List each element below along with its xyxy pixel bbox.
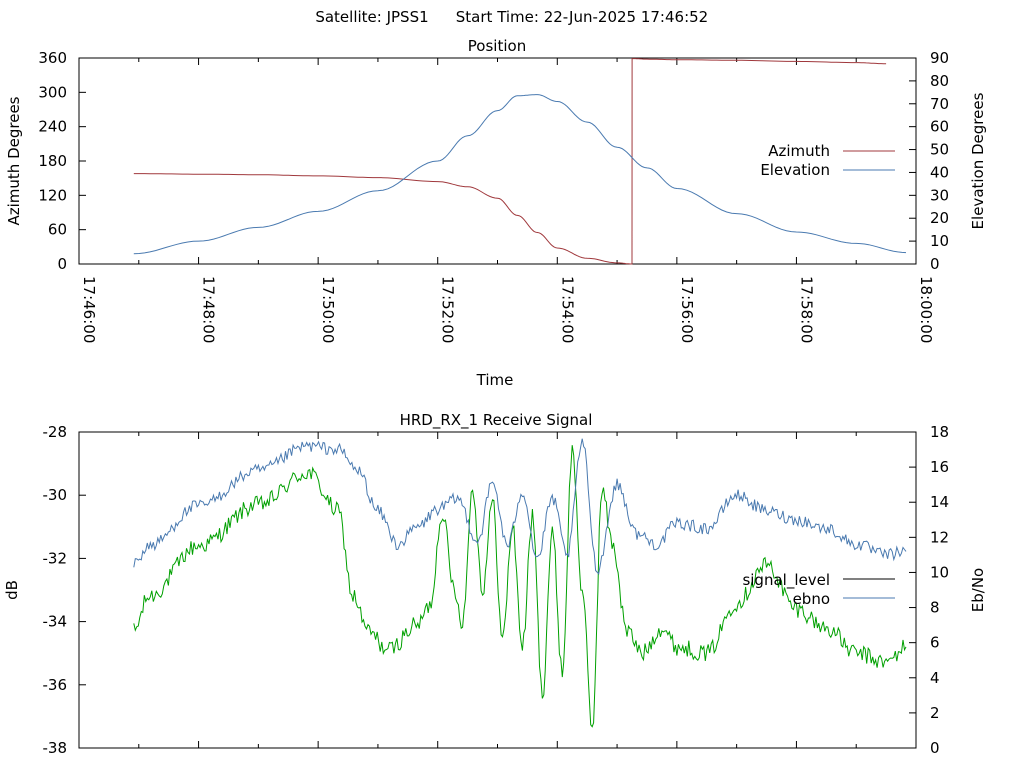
- y2-tick-label: 4: [930, 669, 940, 687]
- header-satellite: Satellite: JPSS1: [315, 8, 428, 26]
- y2-tick-label: 60: [930, 118, 949, 136]
- x-tick-label: 17:46:00: [80, 276, 98, 343]
- series-line-signal_level: [133, 445, 907, 728]
- y-tick-label: -30: [43, 486, 68, 504]
- position-legend: Azimuth Elevation: [760, 142, 895, 179]
- y-tick-label: -32: [43, 549, 68, 567]
- y2-tick-label: 70: [930, 95, 949, 113]
- y2-tick-label: 14: [930, 493, 949, 511]
- receive-series: [133, 438, 907, 728]
- y-tick-label: 240: [38, 118, 67, 136]
- position-y2-axis: 0 10 20 30 40 50 60 70 80 90: [909, 49, 949, 273]
- position-y-axis: 0 60 120 180 240 300 360: [38, 49, 86, 273]
- position-xlabel: Time: [476, 371, 514, 389]
- y2-tick-label: 12: [930, 528, 949, 546]
- x-tick-label: 17:48:00: [200, 276, 218, 343]
- y2-tick-label: 0: [930, 255, 940, 273]
- receive-x-axis: [78, 432, 917, 748]
- receive-signal-chart: HRD_RX_1 Receive Signal -38-36-34-32-30-…: [3, 411, 987, 757]
- receive-ylabel: dB: [3, 580, 21, 600]
- series-line-azimuth: [133, 58, 887, 265]
- y-tick-label: 360: [38, 49, 67, 67]
- series-line-elevation: [133, 94, 907, 255]
- y-tick-label: 300: [38, 83, 67, 101]
- y2-tick-label: 90: [930, 49, 949, 67]
- y2-tick-label: 80: [930, 72, 949, 90]
- y2-tick-label: 0: [930, 739, 940, 757]
- x-tick-label: 18:00:00: [917, 276, 935, 343]
- y-tick-label: -38: [43, 739, 68, 757]
- receive-plot-frame: [78, 431, 917, 749]
- x-tick-label: 17:50:00: [319, 276, 337, 343]
- position-chart-title: Position: [468, 37, 526, 55]
- x-tick-label: 17:58:00: [797, 276, 815, 343]
- y2-tick-label: 2: [930, 704, 940, 722]
- x-tick-label: 17:52:00: [439, 276, 457, 343]
- y2-tick-label: 18: [930, 423, 949, 441]
- legend-azimuth-label: Azimuth: [768, 142, 830, 160]
- y-tick-label: 180: [38, 152, 67, 170]
- x-tick-label: 17:54:00: [558, 276, 576, 343]
- y-tick-label: -28: [43, 423, 68, 441]
- series-line-ebno: [133, 438, 907, 575]
- position-ylabel: Azimuth Degrees: [5, 96, 23, 225]
- position-chart: Position 0 60 120 180 240 300 360 0 10 20 30 40 50 6…: [5, 37, 987, 389]
- y2-tick-label: 40: [930, 163, 949, 181]
- y2-tick-label: 30: [930, 186, 949, 204]
- y-tick-label: 0: [57, 255, 67, 273]
- y2-tick-label: 8: [930, 599, 940, 617]
- legend-elevation-label: Elevation: [760, 161, 830, 179]
- receive-y2label: Eb/No: [969, 568, 987, 612]
- receive-legend: signal_level ebno: [742, 571, 895, 608]
- x-tick-label: 17:56:00: [678, 276, 696, 343]
- y2-tick-label: 50: [930, 141, 949, 159]
- header-start-time: Start Time: 22-Jun-2025 17:46:52: [456, 8, 708, 26]
- legend-ebno-label: ebno: [793, 590, 830, 608]
- y2-tick-label: 16: [930, 458, 949, 476]
- position-x-axis: 17:46:00 17:48:00 17:50:00 17:52:00 17:54:00…: [78, 58, 935, 343]
- y2-tick-label: 20: [930, 209, 949, 227]
- position-series: [133, 58, 907, 265]
- receive-signal-title: HRD_RX_1 Receive Signal: [400, 411, 593, 430]
- y-tick-label: 120: [38, 186, 67, 204]
- legend-signal-level-label: signal_level: [742, 571, 830, 590]
- y2-tick-label: 10: [930, 563, 949, 581]
- y2-tick-label: 6: [930, 634, 940, 652]
- receive-y-axis: -38 -36 -34 -32 -30 -28: [43, 423, 86, 757]
- receive-y2-axis: 0 2 4 6 8 10 12 14 16 18: [909, 423, 949, 757]
- y-tick-label: 60: [48, 221, 67, 239]
- y2-tick-label: 10: [930, 232, 949, 250]
- y-tick-label: -36: [43, 676, 68, 694]
- y-tick-label: -34: [43, 613, 68, 631]
- position-y2label: Elevation Degrees: [969, 92, 987, 229]
